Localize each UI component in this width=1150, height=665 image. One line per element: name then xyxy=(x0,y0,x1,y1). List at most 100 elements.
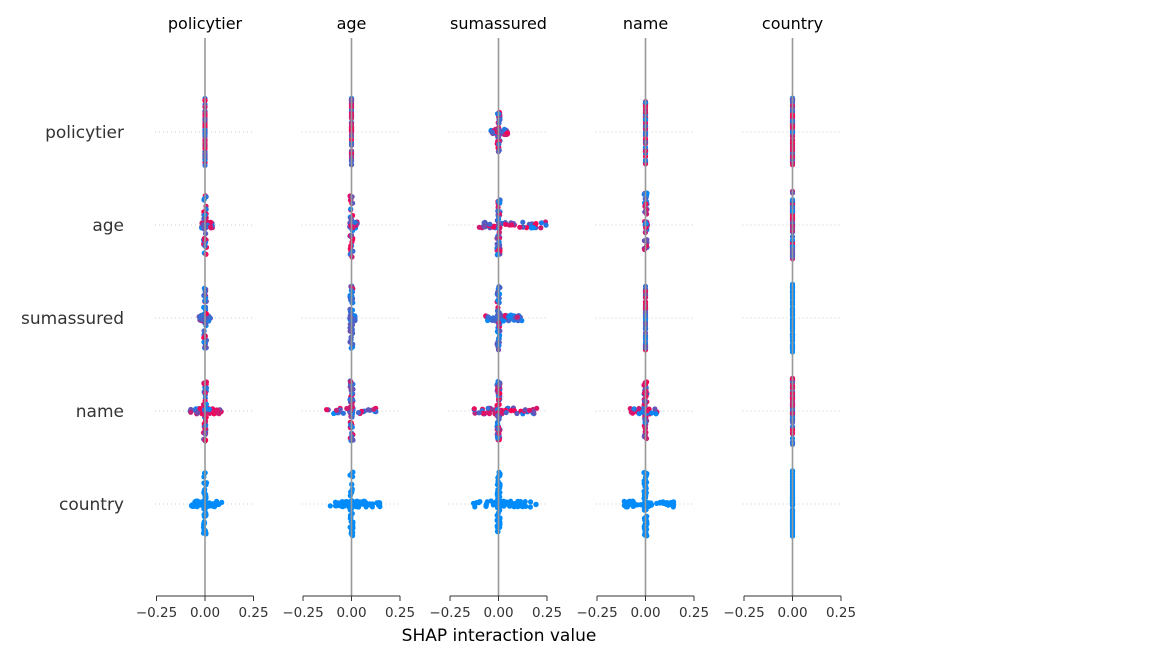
data-point xyxy=(215,408,221,414)
x-axis-title: SHAP interaction value xyxy=(402,626,597,646)
data-point xyxy=(514,410,520,417)
data-point xyxy=(344,405,350,412)
row-label-policytier: policytier xyxy=(45,123,124,143)
x-tick-label: −0.25 xyxy=(429,605,470,621)
data-point xyxy=(327,503,333,509)
data-point xyxy=(531,409,537,415)
column-title-policytier: policytier xyxy=(168,14,243,33)
data-point xyxy=(340,410,346,416)
data-point xyxy=(480,410,486,416)
data-point xyxy=(353,504,359,510)
data-point xyxy=(201,328,207,334)
data-point xyxy=(210,501,216,507)
data-point xyxy=(355,410,362,416)
data-point xyxy=(514,314,521,320)
data-point xyxy=(351,317,358,323)
data-point xyxy=(538,220,545,226)
data-point xyxy=(492,318,498,324)
data-point xyxy=(375,500,381,506)
data-point xyxy=(485,405,491,411)
data-points xyxy=(187,95,796,539)
x-axes: −0.25 0.00 0.25 −0.25 0.00 0.25 −0.25 0.00 0.25−… xyxy=(136,595,856,621)
column-title-country: country xyxy=(762,14,823,33)
data-point xyxy=(496,291,503,297)
data-point xyxy=(506,314,512,320)
data-point xyxy=(653,411,659,417)
data-point xyxy=(483,502,489,508)
data-point xyxy=(520,219,526,225)
data-point xyxy=(495,412,501,419)
data-point xyxy=(340,501,346,507)
column-title-sumassured: sumassured xyxy=(450,14,547,33)
data-point xyxy=(481,224,487,230)
x-tick-label: −0.25 xyxy=(136,605,177,621)
data-point xyxy=(641,246,648,253)
row-label-name: name xyxy=(76,402,124,422)
data-point xyxy=(487,221,493,227)
data-point xyxy=(517,503,523,509)
data-point xyxy=(506,318,512,324)
labels: policytier age sumassured name country policy… xyxy=(21,14,823,515)
x-tick-label: 0.00 xyxy=(190,605,220,621)
data-point xyxy=(324,407,330,413)
data-point xyxy=(623,504,629,510)
column-title-age: age xyxy=(337,14,367,33)
data-point xyxy=(193,498,199,504)
data-point xyxy=(528,499,534,505)
data-point xyxy=(527,504,534,510)
data-point xyxy=(198,312,204,318)
data-point xyxy=(352,219,358,225)
data-point xyxy=(531,225,537,231)
x-tick-label: 0.00 xyxy=(336,605,366,621)
x-tick-label: 0.00 xyxy=(630,605,660,621)
data-point xyxy=(631,406,637,412)
data-point xyxy=(477,499,483,505)
zero-lines xyxy=(204,38,794,596)
data-point xyxy=(476,224,482,230)
x-tick-label: 0.25 xyxy=(385,605,415,621)
x-tick-label: −0.25 xyxy=(723,605,764,621)
data-point xyxy=(643,221,650,227)
data-point xyxy=(332,499,339,505)
data-point xyxy=(511,501,517,507)
data-point xyxy=(332,503,339,509)
data-point xyxy=(661,500,667,506)
data-point xyxy=(371,406,377,412)
data-point xyxy=(472,504,478,510)
data-point xyxy=(201,519,207,525)
x-tick-label: 0.25 xyxy=(238,605,268,621)
data-point xyxy=(219,499,225,505)
data-point xyxy=(652,406,658,412)
data-point xyxy=(538,225,544,231)
data-point xyxy=(489,129,495,135)
row-label-age: age xyxy=(92,216,124,236)
data-point xyxy=(503,221,509,227)
x-tick-label: 0.25 xyxy=(532,605,562,621)
data-point xyxy=(519,318,525,324)
data-point xyxy=(201,197,207,203)
x-tick-label: −0.25 xyxy=(576,605,617,621)
data-point xyxy=(543,222,549,228)
data-point xyxy=(367,501,373,507)
data-point xyxy=(476,410,482,416)
data-point xyxy=(517,224,523,230)
data-point xyxy=(649,410,655,416)
data-point xyxy=(363,504,369,510)
row-label-sumassured: sumassured xyxy=(21,309,124,329)
data-point xyxy=(522,407,528,413)
data-point xyxy=(509,222,515,228)
row-label-country: country xyxy=(59,495,124,515)
data-point xyxy=(333,407,339,413)
data-point xyxy=(485,314,492,320)
data-point xyxy=(486,411,492,417)
data-point xyxy=(526,407,533,413)
data-point xyxy=(508,408,514,414)
data-point xyxy=(195,410,201,416)
x-tick-label: 0.25 xyxy=(679,605,709,621)
data-point xyxy=(515,498,521,504)
data-point xyxy=(501,318,507,324)
data-point xyxy=(668,501,674,507)
data-point xyxy=(625,499,631,505)
data-point xyxy=(503,409,509,416)
